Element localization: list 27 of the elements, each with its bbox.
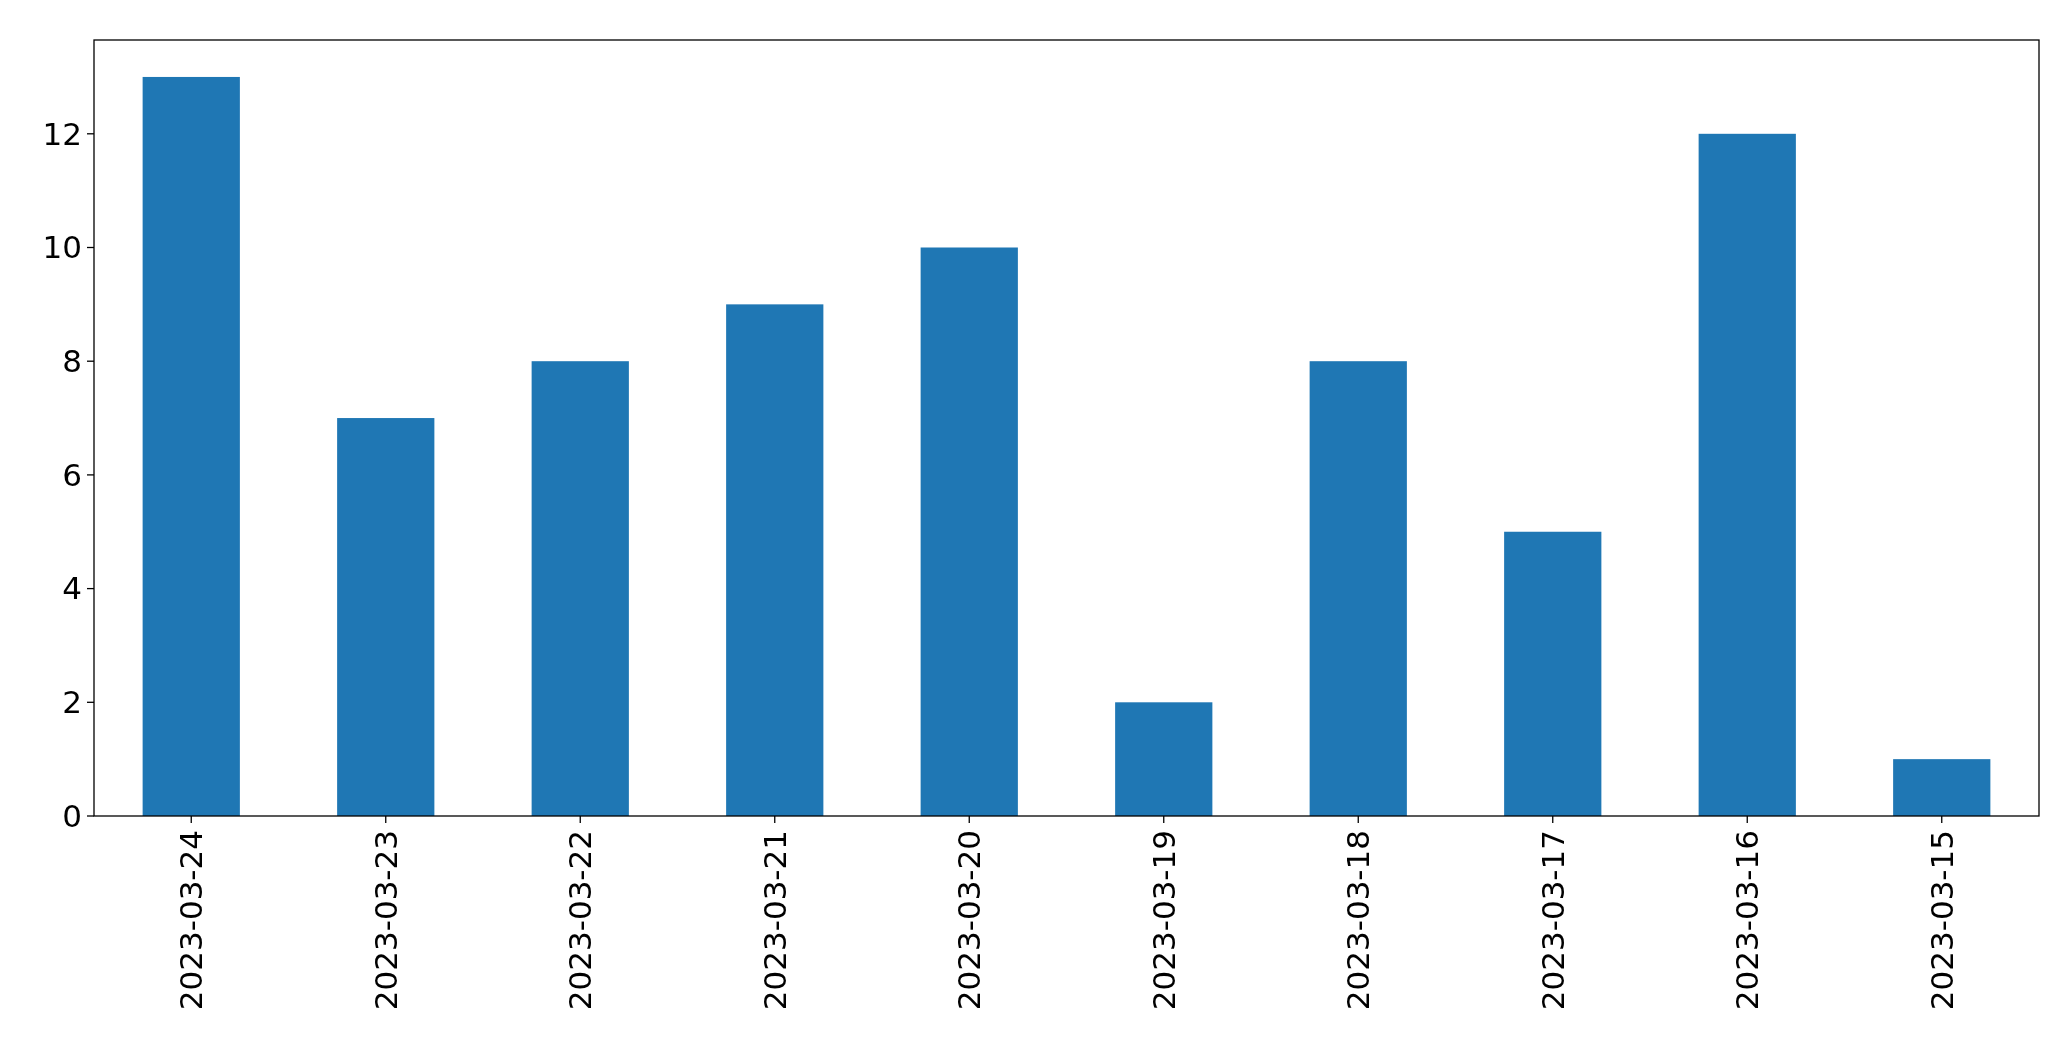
- y-tick-label: 0: [62, 797, 82, 834]
- x-tick-label: 2023-03-24: [173, 830, 210, 1011]
- bar: [1893, 759, 1991, 816]
- x-tick-label: 2023-03-18: [1340, 830, 1377, 1011]
- bar: [1115, 702, 1213, 816]
- y-tick-label: 8: [62, 343, 82, 380]
- x-tick-label: 2023-03-15: [1923, 830, 1960, 1011]
- y-tick-label: 10: [42, 229, 82, 266]
- y-tick-label: 12: [42, 115, 82, 152]
- bar: [920, 247, 1018, 816]
- x-tick-label: 2023-03-21: [756, 830, 793, 1011]
- bar: [1504, 531, 1602, 816]
- bar: [531, 361, 629, 816]
- bar: [142, 76, 240, 816]
- bar: [1309, 361, 1407, 816]
- x-tick-label: 2023-03-22: [562, 830, 599, 1011]
- y-tick-label: 2: [62, 684, 82, 721]
- x-tick-label: 2023-03-20: [951, 830, 988, 1011]
- y-tick-label: 6: [62, 456, 82, 493]
- bar: [337, 418, 435, 816]
- x-tick-label: 2023-03-17: [1534, 830, 1571, 1011]
- bar: [1698, 133, 1796, 816]
- x-tick-label: 2023-03-19: [1145, 830, 1182, 1011]
- bar: [726, 304, 824, 816]
- x-tick-label: 2023-03-23: [367, 830, 404, 1011]
- x-tick-label: 2023-03-16: [1729, 830, 1766, 1011]
- y-tick-label: 4: [62, 570, 82, 607]
